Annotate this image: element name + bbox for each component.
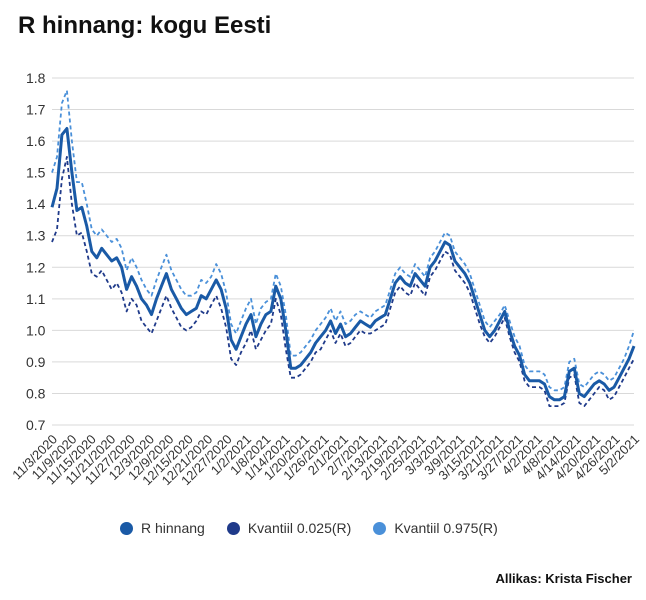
- legend-marker-q975: [373, 521, 387, 535]
- y-tick-label: 1.5: [26, 165, 46, 181]
- legend-item-q975[interactable]: Kvantiil 0.975(R): [373, 520, 498, 536]
- y-tick-label: 0.9: [26, 354, 46, 370]
- y-tick-label: 1.7: [26, 102, 46, 118]
- y-tick-label: 0.8: [26, 385, 46, 401]
- r-estimate-chart: 0.7 0.8 0.9 1.0 1.1 1.2 1.3 1.4 1.5 1.6 1.7 1.8 11/…: [9, 70, 642, 489]
- y-axis-ticks: 0.7 0.8 0.9 1.0 1.1 1.2 1.3 1.4 1.5 1.6 1.7 1.8: [26, 70, 46, 433]
- grid-lines: [52, 77, 634, 426]
- legend-item-r[interactable]: R hinnang: [120, 520, 205, 536]
- legend-marker-r: [120, 521, 133, 535]
- legend-marker-q025: [226, 521, 240, 535]
- legend-label-r: R hinnang: [141, 520, 205, 536]
- y-tick-label: 0.7: [26, 417, 46, 433]
- y-tick-label: 1.8: [26, 70, 46, 86]
- legend: R hinnang Kvantiil 0.025(R) Kvantiil 0.9…: [120, 520, 498, 536]
- y-tick-label: 1.6: [26, 133, 46, 149]
- y-tick-label: 1.3: [26, 228, 46, 244]
- series-line-q975: [51, 89, 635, 392]
- series-line-q025: [51, 156, 635, 407]
- legend-label-q975: Kvantiil 0.975(R): [394, 520, 498, 536]
- y-tick-label: 1.4: [26, 196, 46, 212]
- y-tick-label: 1.2: [26, 259, 46, 275]
- source-credit: Allikas: Krista Fischer: [495, 571, 632, 586]
- y-tick-label: 1.0: [26, 322, 46, 338]
- legend-label-q025: Kvantiil 0.025(R): [247, 520, 352, 536]
- legend-item-q025[interactable]: Kvantiil 0.025(R): [226, 520, 352, 536]
- series-lines: [50, 89, 636, 407]
- y-tick-label: 1.1: [26, 291, 46, 307]
- x-axis-ticks: 11/3/202011/9/202011/15/202011/21/202011…: [9, 432, 642, 489]
- series-line-r: [50, 127, 636, 402]
- page-title: R hinnang: kogu Eesti: [18, 12, 272, 39]
